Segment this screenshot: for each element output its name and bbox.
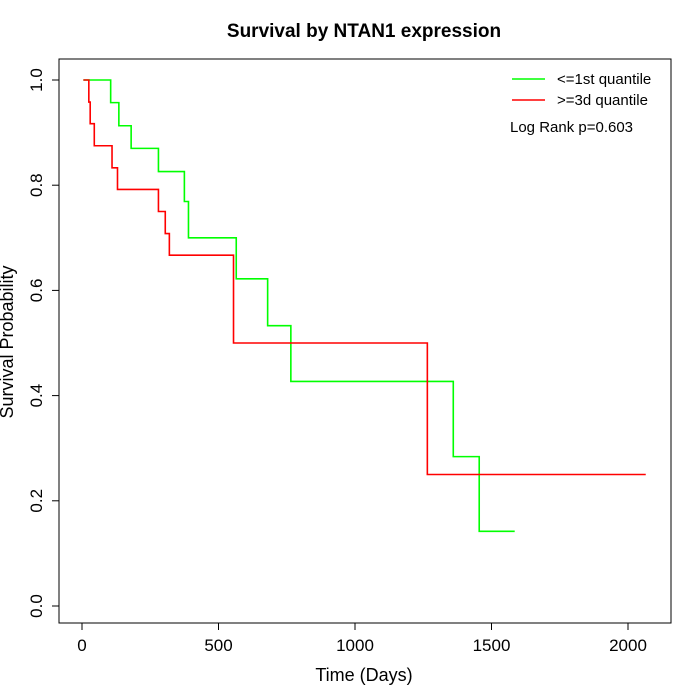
y-tick-label: 0.2	[27, 489, 46, 513]
legend-label-low: <=1st quantile	[557, 71, 651, 88]
chart-title: Survival by NTAN1 expression	[227, 21, 501, 42]
y-axis-label: Survival Probability	[0, 265, 17, 418]
legend: <=1st quantile >=3d quantile	[512, 71, 651, 109]
plot-frame	[58, 58, 672, 624]
y-axis: 0.0 0.2 0.4 0.6 0.8 1.0	[27, 68, 60, 618]
log-rank-annotation: Log Rank p=0.603	[510, 119, 633, 136]
y-tick-label: 1.0	[27, 68, 46, 92]
x-axis: 0 500 1000 1500 2000	[77, 622, 647, 655]
x-axis-label: Time (Days)	[315, 665, 412, 685]
series-line-0	[83, 79, 515, 533]
x-tick-label: 500	[204, 636, 232, 655]
y-tick-label: 0.8	[27, 173, 46, 197]
legend-label-high: >=3d quantile	[557, 92, 648, 109]
y-tick-label: 0.4	[27, 384, 46, 408]
x-tick-label: 1000	[336, 636, 374, 655]
x-tick-label: 0	[77, 636, 86, 655]
y-tick-label: 0.6	[27, 279, 46, 303]
x-tick-label: 1500	[473, 636, 511, 655]
series-line-1	[83, 79, 646, 476]
y-tick-label: 0.0	[27, 594, 46, 618]
series-layer	[83, 79, 646, 533]
x-tick-label: 2000	[609, 636, 647, 655]
